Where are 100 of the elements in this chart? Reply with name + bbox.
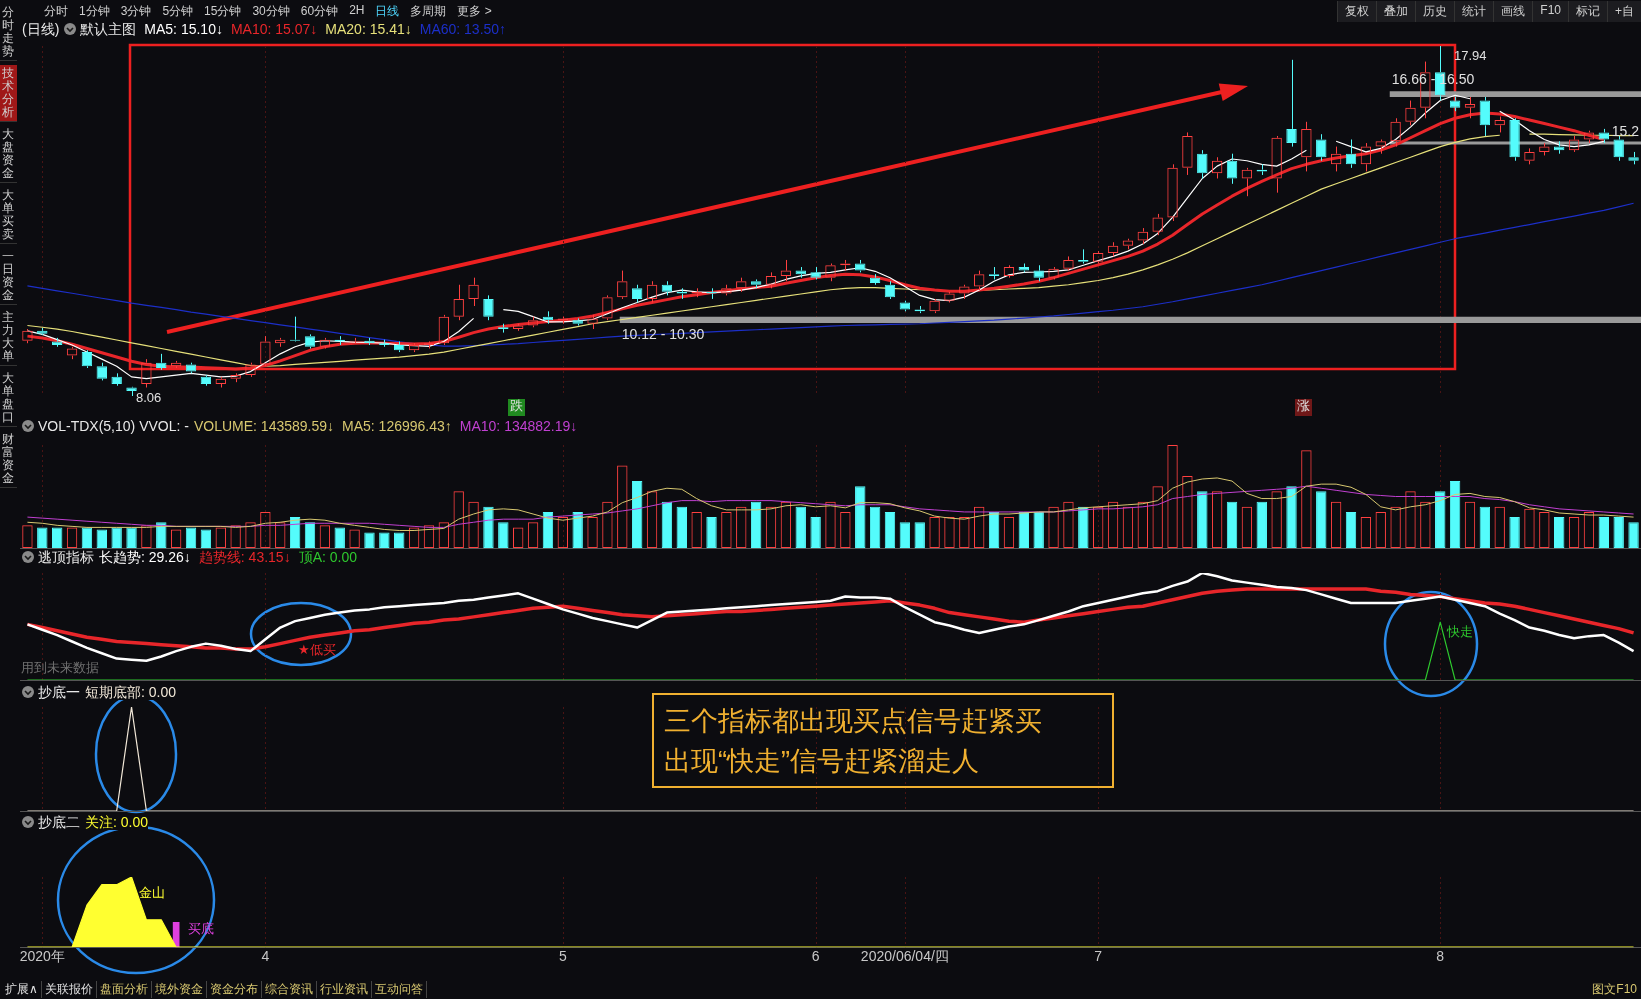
chart-title: (日线): [22, 21, 61, 37]
bar: [676, 506, 687, 548]
candlestick: [572, 317, 583, 326]
chart-title: 逃顶指标: [38, 549, 95, 565]
text: 资金分布: [206, 981, 262, 998]
text: 财富资金: [0, 431, 17, 488]
text: 关注: 0.00: [85, 814, 149, 830]
candlestick: [1449, 96, 1461, 112]
text: 1分钟: [79, 3, 110, 20]
series-label: 短期底部: 0.00: [85, 684, 177, 700]
text: 综合资讯: [261, 981, 317, 998]
x-tick-label: 2020/06/04/四: [860, 948, 949, 965]
candlestick: [1226, 153, 1238, 185]
text: 3分钟: [120, 3, 152, 20]
candlestick: [200, 374, 212, 387]
bar: [1479, 506, 1491, 548]
text: 跌: [510, 398, 523, 414]
text: 关联报价: [41, 981, 97, 998]
chart-subtitle: VOLUME: 143589.59↓: [193, 418, 335, 434]
text: 趋势线: 43.15↓: [198, 549, 291, 565]
annotation: ★低买: [298, 642, 336, 658]
candlestick: [1316, 133, 1327, 162]
text: 历史: [1415, 1, 1455, 22]
text: 境外资金: [151, 981, 207, 998]
text: 更多 >: [457, 3, 492, 20]
x-tick-label: 8: [1436, 948, 1445, 965]
x-tick-label: 7: [1094, 948, 1103, 965]
chart-title: VOL-TDX(5,10) VVOL: -: [38, 418, 190, 434]
x-tick-label: 2020年: [19, 948, 65, 965]
ref-line-label: 15.2: [1611, 122, 1640, 139]
text: 多周期: [410, 3, 447, 20]
candlestick: [1613, 135, 1624, 162]
bar: [1316, 491, 1327, 548]
text: MA10: 134882.19↓: [459, 418, 578, 434]
x-tick-label: 4: [261, 948, 270, 965]
text: MA10: 15.07↓: [230, 21, 318, 37]
text: 复权: [1337, 1, 1377, 22]
bar: [51, 527, 63, 548]
bar: [1078, 506, 1089, 548]
candlestick: [855, 259, 866, 273]
bar: [81, 527, 93, 548]
x-tick-label: 5: [558, 948, 567, 965]
bar: [795, 506, 806, 548]
text: 2H: [349, 3, 365, 19]
text: 扩展∧: [2, 981, 42, 998]
chart-title: 抄底一: [38, 684, 81, 700]
candlestick: [661, 280, 673, 296]
bar: [1256, 501, 1267, 548]
candlestick: [51, 337, 63, 348]
bar: [498, 522, 509, 548]
text: 画线: [1493, 1, 1533, 22]
candlestick: [1197, 149, 1208, 179]
bar: [706, 517, 717, 548]
bar: [126, 527, 137, 548]
candlestick: [884, 280, 896, 300]
bar: [37, 527, 48, 548]
bar: [750, 501, 762, 548]
text: 涨: [1297, 398, 1310, 414]
candlestick: [37, 327, 48, 334]
text: 60分钟: [300, 3, 339, 20]
bar: [1286, 486, 1297, 548]
annotation: 三个指标都出现买点信号赶紧买: [664, 705, 1043, 738]
text: 一日资金: [0, 248, 17, 305]
bar: [869, 506, 881, 548]
bar: [810, 517, 821, 548]
annotation: 用到未来数据: [21, 660, 99, 676]
candlestick: [750, 278, 762, 289]
chart-subtitle: 默认主图: [80, 21, 137, 37]
text: MA20: 15.41↓: [325, 21, 412, 37]
bar: [1197, 491, 1208, 548]
text: 顶A: 0.00: [298, 549, 358, 565]
bar: [899, 522, 911, 548]
bar: [334, 527, 345, 548]
bar: [483, 506, 494, 548]
text: 互动问答: [371, 981, 427, 998]
text: 图文F10: [1592, 981, 1637, 998]
text: 盘面分析: [96, 981, 152, 998]
annotation: 出现“快走”信号赶紧溜走人: [664, 745, 980, 778]
bar: [1554, 517, 1565, 548]
bar: [1435, 491, 1446, 548]
bar: [631, 481, 643, 548]
text: 主力大单: [0, 309, 17, 366]
text: 标记: [1567, 1, 1607, 22]
bar: [1613, 517, 1624, 548]
bar: [1226, 501, 1238, 548]
bar: [855, 486, 866, 548]
text: +自: [1606, 1, 1641, 22]
bar: [661, 501, 673, 548]
bar: [185, 527, 197, 548]
text: F10: [1532, 1, 1568, 22]
bar: [1598, 517, 1610, 548]
annotation: 快走: [1446, 624, 1473, 640]
annotation: 8.06: [136, 390, 162, 406]
text: 分时: [44, 3, 68, 20]
chart-title: 抄底二: [38, 814, 81, 830]
bar: [1628, 522, 1639, 548]
candlestick: [483, 294, 494, 321]
text: 大单买卖: [0, 187, 17, 244]
bar: [914, 522, 925, 548]
text: 大盘资金: [0, 126, 17, 183]
